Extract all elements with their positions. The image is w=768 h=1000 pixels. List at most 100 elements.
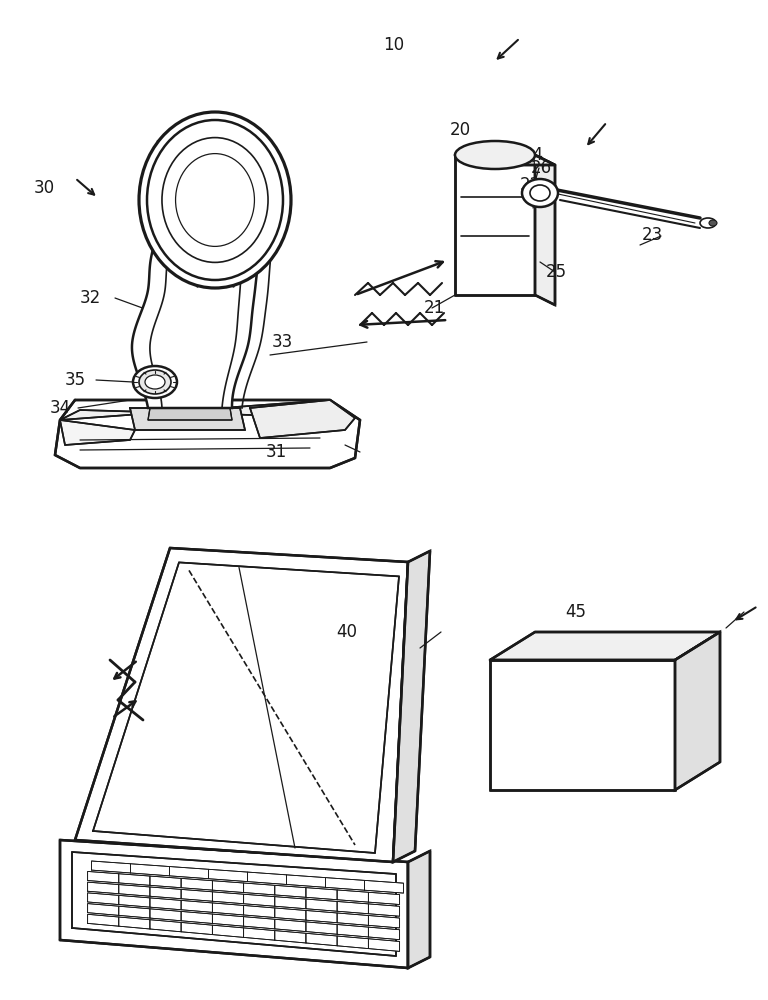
Polygon shape [275, 931, 306, 943]
Text: 22: 22 [519, 176, 541, 194]
Polygon shape [150, 898, 181, 910]
Polygon shape [170, 867, 208, 879]
Polygon shape [148, 408, 232, 420]
Polygon shape [91, 861, 131, 873]
Polygon shape [75, 548, 408, 862]
Polygon shape [181, 900, 213, 912]
Polygon shape [150, 920, 181, 932]
Ellipse shape [139, 370, 171, 394]
Text: 10: 10 [383, 36, 405, 54]
Ellipse shape [700, 218, 716, 228]
Polygon shape [243, 928, 275, 940]
Polygon shape [243, 917, 275, 929]
Ellipse shape [176, 154, 254, 246]
Polygon shape [275, 897, 306, 909]
Polygon shape [337, 925, 369, 937]
Text: 23: 23 [642, 226, 664, 244]
Polygon shape [275, 885, 306, 897]
Polygon shape [337, 936, 369, 949]
Polygon shape [490, 660, 675, 790]
Polygon shape [326, 878, 365, 890]
Polygon shape [369, 892, 399, 905]
Polygon shape [88, 904, 119, 915]
Text: 25: 25 [546, 263, 568, 281]
Text: 40: 40 [336, 623, 358, 641]
Polygon shape [369, 904, 399, 916]
Ellipse shape [145, 375, 165, 389]
Polygon shape [213, 914, 243, 926]
Polygon shape [306, 922, 337, 934]
Polygon shape [93, 562, 399, 853]
Polygon shape [88, 882, 119, 894]
Polygon shape [181, 911, 213, 923]
Ellipse shape [133, 366, 177, 398]
Polygon shape [490, 632, 720, 660]
Polygon shape [275, 908, 306, 920]
Polygon shape [243, 894, 275, 906]
Text: 26: 26 [531, 159, 552, 177]
Polygon shape [88, 893, 119, 905]
Text: 36: 36 [154, 139, 176, 157]
Polygon shape [181, 922, 213, 935]
Text: 32: 32 [80, 289, 101, 307]
Polygon shape [208, 869, 247, 882]
Polygon shape [369, 939, 399, 951]
Polygon shape [243, 883, 275, 895]
Polygon shape [286, 875, 326, 887]
Text: 30: 30 [34, 179, 55, 197]
Polygon shape [131, 864, 170, 876]
Polygon shape [213, 892, 243, 904]
Ellipse shape [530, 185, 550, 201]
Ellipse shape [139, 112, 291, 288]
Polygon shape [243, 905, 275, 918]
Polygon shape [60, 400, 355, 420]
Polygon shape [275, 919, 306, 932]
Polygon shape [88, 871, 119, 883]
Polygon shape [181, 889, 213, 901]
Polygon shape [369, 927, 399, 940]
Polygon shape [130, 408, 245, 430]
Polygon shape [132, 200, 268, 408]
Text: 45: 45 [565, 603, 587, 621]
Ellipse shape [162, 138, 268, 262]
Polygon shape [337, 890, 369, 902]
Polygon shape [60, 420, 135, 445]
Polygon shape [535, 155, 555, 305]
Ellipse shape [147, 120, 283, 280]
Polygon shape [408, 851, 430, 968]
Polygon shape [55, 400, 360, 468]
Text: 34: 34 [49, 399, 71, 417]
Polygon shape [119, 906, 150, 918]
Polygon shape [72, 852, 396, 956]
Ellipse shape [522, 179, 558, 207]
Polygon shape [393, 551, 430, 862]
Ellipse shape [709, 220, 717, 226]
Polygon shape [150, 876, 181, 888]
Polygon shape [88, 914, 119, 926]
Polygon shape [213, 925, 243, 937]
Polygon shape [306, 910, 337, 923]
Polygon shape [337, 913, 369, 925]
Text: 35: 35 [65, 371, 86, 389]
Polygon shape [369, 916, 399, 928]
Polygon shape [247, 872, 286, 884]
Polygon shape [213, 903, 243, 915]
Polygon shape [365, 880, 403, 893]
Polygon shape [150, 887, 181, 899]
Polygon shape [306, 899, 337, 911]
Polygon shape [119, 874, 150, 885]
Text: 24: 24 [523, 146, 545, 164]
Polygon shape [306, 888, 337, 900]
Polygon shape [150, 909, 181, 921]
Polygon shape [119, 885, 150, 896]
Polygon shape [337, 901, 369, 914]
Polygon shape [306, 933, 337, 946]
Polygon shape [119, 917, 150, 929]
Polygon shape [250, 400, 355, 438]
Polygon shape [675, 632, 720, 790]
Text: 20: 20 [450, 121, 472, 139]
Polygon shape [213, 881, 243, 893]
Polygon shape [455, 155, 535, 295]
Polygon shape [455, 155, 555, 165]
Ellipse shape [455, 141, 535, 169]
